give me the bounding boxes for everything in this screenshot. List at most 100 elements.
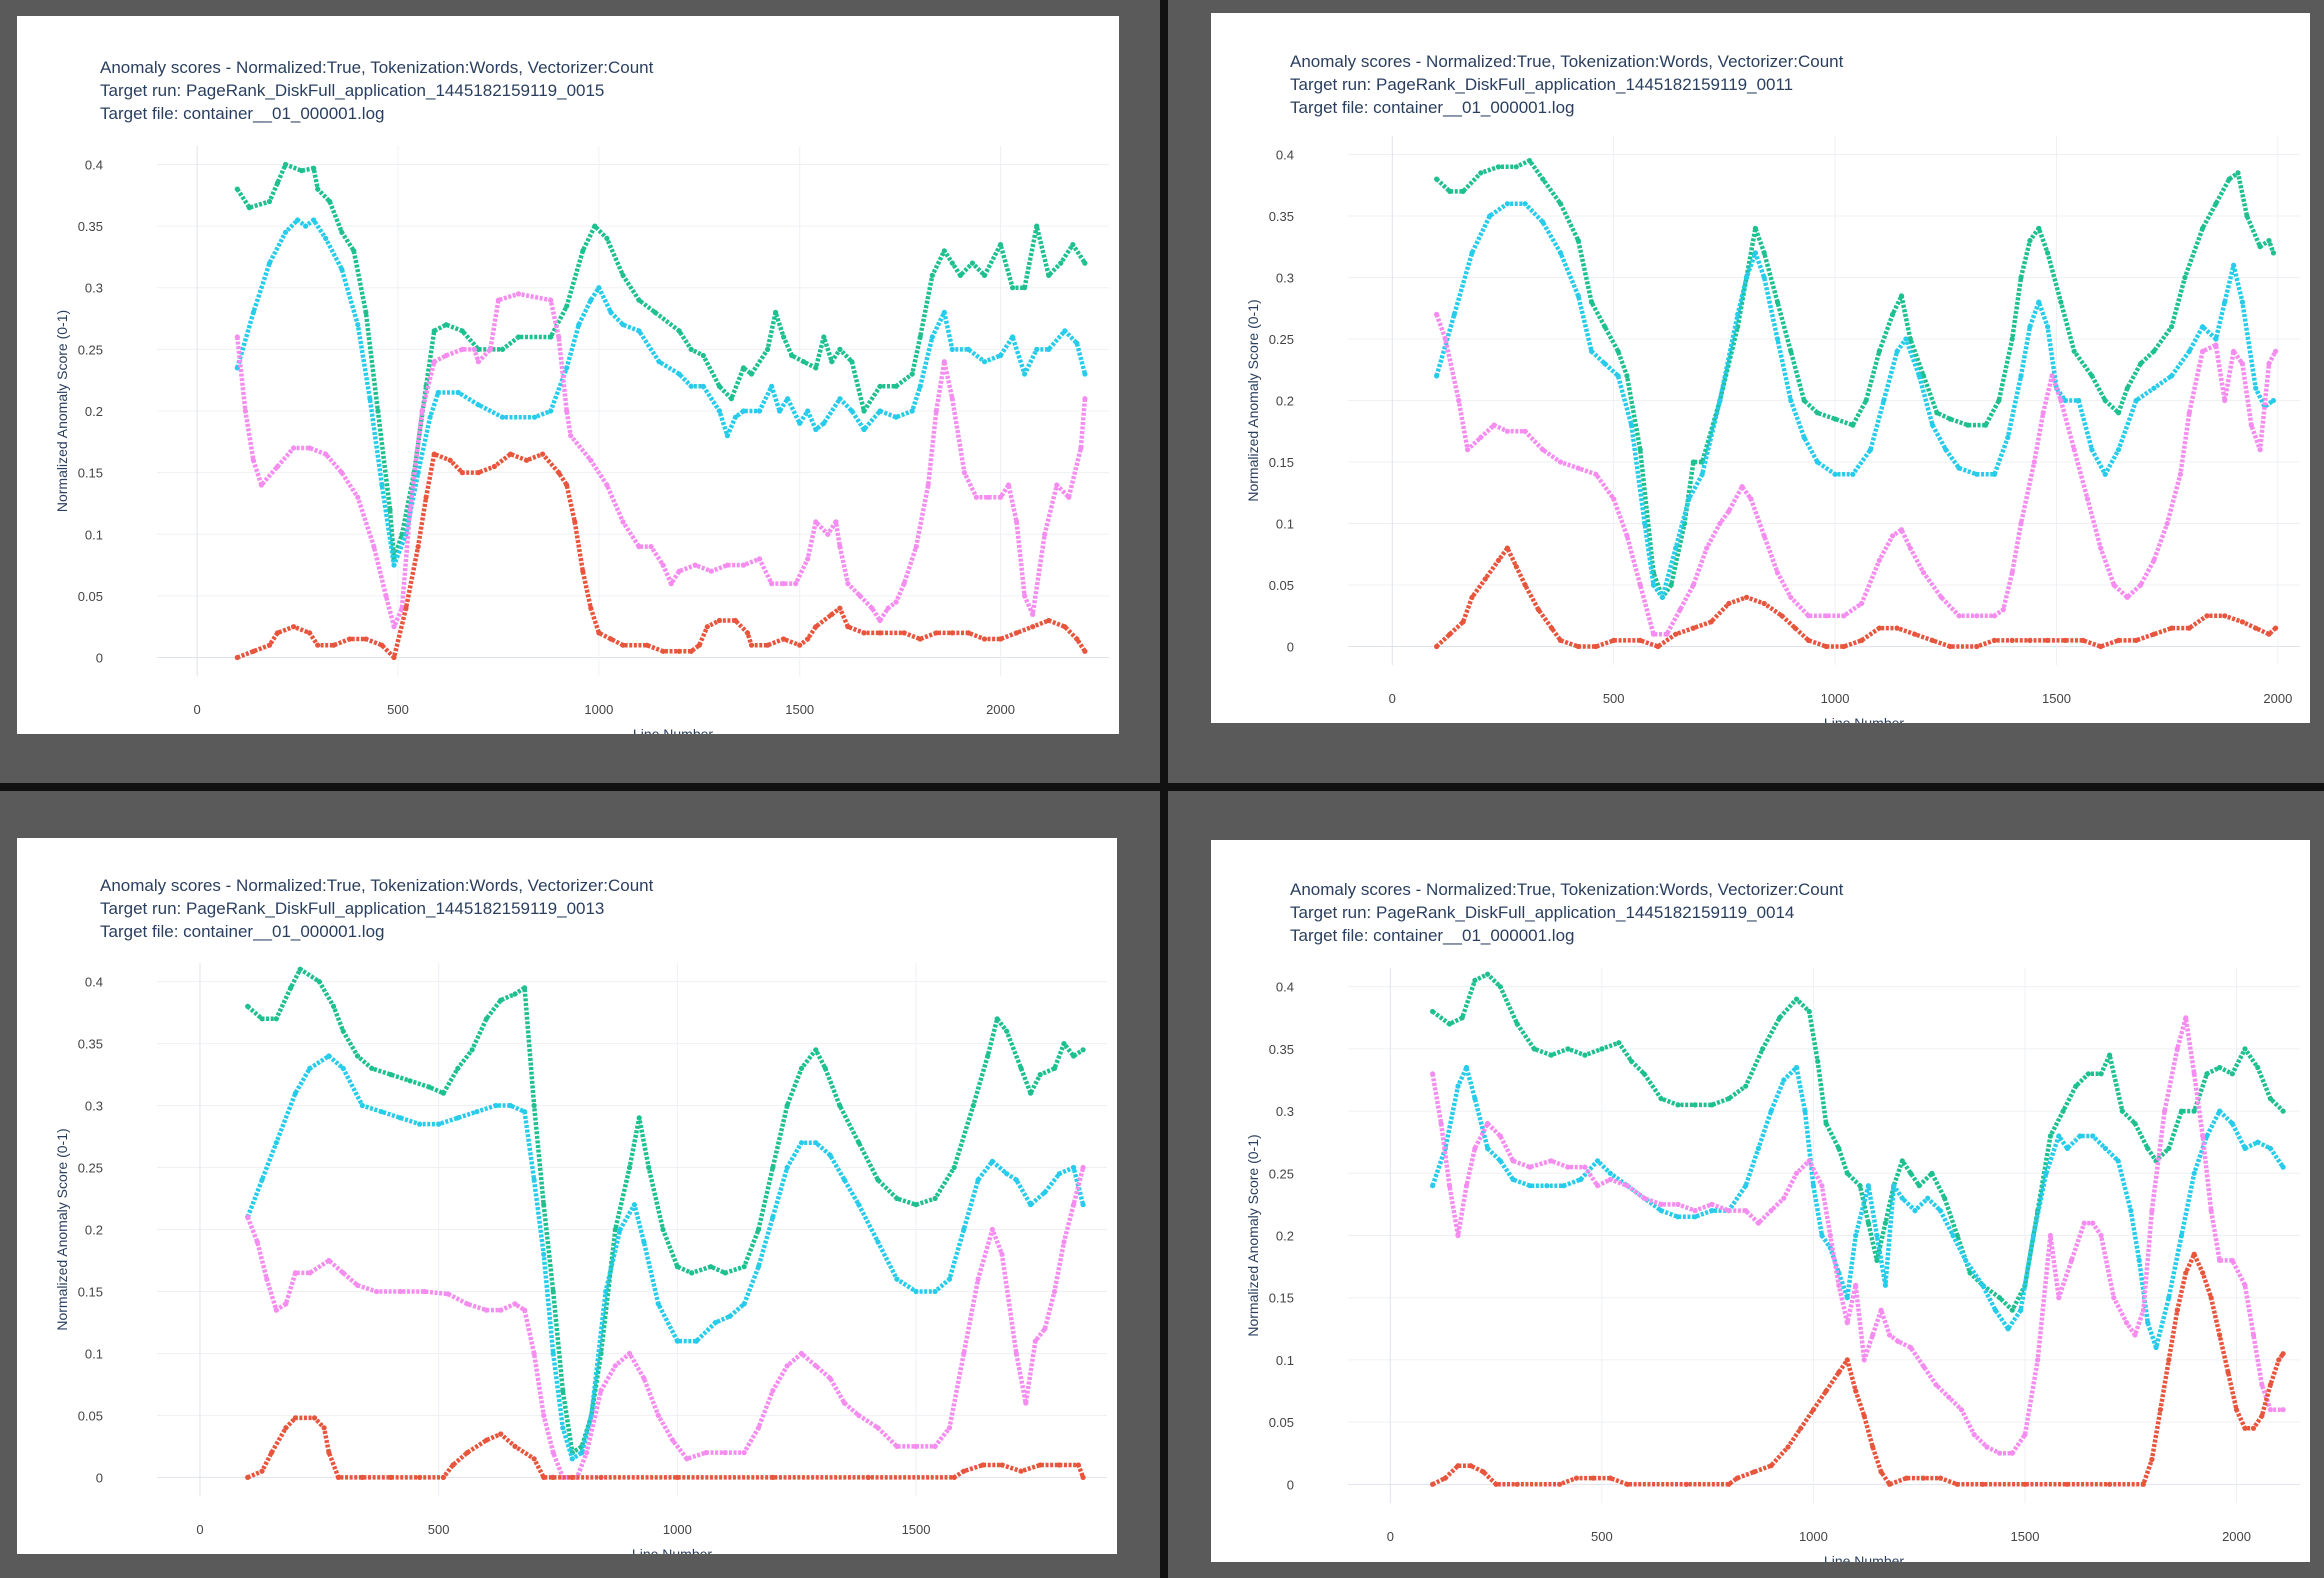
data-point — [1686, 496, 1692, 502]
data-point — [2124, 594, 2130, 600]
data-point — [789, 352, 795, 359]
data-point — [656, 359, 662, 365]
x-tick-label: 0 — [1389, 691, 1396, 706]
data-point — [652, 309, 658, 315]
data-point — [2060, 1108, 2066, 1114]
data-point — [997, 636, 1004, 642]
data-point — [440, 1474, 446, 1480]
data-point — [894, 1195, 900, 1202]
data-point — [415, 544, 421, 550]
data-point — [2186, 348, 2192, 354]
data-point — [1438, 1120, 1444, 1127]
data-point — [997, 494, 1004, 500]
data-point — [2169, 324, 2175, 330]
data-point — [2231, 348, 2237, 354]
data-point — [1082, 648, 1088, 654]
x-axis-label: Line Number — [632, 1546, 712, 1554]
data-point — [2056, 1133, 2062, 1139]
data-point — [1434, 373, 1440, 379]
data-point — [1916, 373, 1922, 379]
data-point — [1726, 1481, 1732, 1487]
data-point — [522, 1307, 528, 1313]
data-point — [351, 248, 357, 254]
data-point — [1692, 1208, 1698, 1214]
data-point — [1460, 619, 1466, 625]
data-point — [315, 642, 321, 648]
data-point — [1814, 410, 1820, 416]
chart-svg: 0 0.05 0.1 0.15 0.2 0.25 0.3 0.35 0.4 0 500 1000 150… — [54, 963, 1107, 1554]
data-point — [1582, 1052, 1588, 1058]
data-point — [1836, 1145, 1842, 1151]
series-red — [1434, 545, 2279, 650]
data-point — [1963, 1257, 1969, 1263]
data-point — [464, 1301, 470, 1307]
data-point — [2242, 1046, 2248, 1052]
data-point — [932, 1443, 938, 1449]
data-point — [856, 1202, 862, 1208]
series-line — [245, 1053, 1086, 1462]
data-point — [627, 1350, 633, 1357]
data-point — [1761, 600, 1767, 607]
data-point — [1793, 1170, 1800, 1176]
data-point — [2213, 201, 2219, 207]
data-point — [813, 1140, 819, 1146]
data-point — [821, 334, 827, 340]
x-tick-label: 1500 — [902, 1522, 931, 1537]
data-point — [693, 1338, 700, 1344]
data-point — [856, 1140, 862, 1146]
data-point — [1588, 299, 1595, 305]
data-point — [674, 1474, 681, 1480]
data-point — [1899, 1195, 1905, 1201]
data-point — [1823, 613, 1829, 619]
data-point — [1010, 334, 1016, 340]
data-point — [1937, 1208, 1943, 1214]
data-point — [1768, 1108, 1774, 1114]
y-tick-label: 0.2 — [85, 1223, 103, 1238]
data-point — [770, 1388, 776, 1394]
data-point — [925, 482, 931, 488]
data-point — [1616, 1040, 1622, 1046]
data-point — [1650, 631, 1657, 637]
data-point — [1942, 1195, 1948, 1201]
data-point — [997, 242, 1004, 248]
data-point — [1557, 459, 1564, 465]
data-point — [845, 624, 851, 630]
data-point — [2089, 447, 2095, 453]
x-tick-label: 2000 — [986, 702, 1015, 717]
x-axis-label: Line Number — [1824, 1553, 1904, 1562]
data-point — [1659, 594, 1665, 600]
data-point — [455, 1115, 461, 1121]
data-point — [744, 630, 751, 636]
data-point — [2058, 299, 2064, 305]
chart-svg: 0 0.05 0.1 0.15 0.2 0.25 0.3 0.35 0.4 0 500 1000 150… — [54, 146, 1109, 734]
data-point — [1870, 1444, 1876, 1450]
data-point — [1561, 1183, 1567, 1189]
data-point — [837, 396, 843, 402]
data-point — [1903, 336, 1909, 342]
chart-title-line-2: Target run: PageRank_DiskFull_applicatio… — [1290, 75, 1794, 94]
data-point — [1611, 637, 1617, 644]
data-point — [1051, 1065, 1058, 1071]
data-point — [1034, 346, 1040, 352]
data-point — [660, 1226, 666, 1233]
data-point — [383, 593, 389, 599]
data-point — [636, 297, 642, 303]
data-point — [2255, 1064, 2261, 1071]
data-point — [1781, 1195, 1787, 1201]
data-point — [1430, 1183, 1436, 1189]
data-point — [770, 1164, 776, 1171]
data-point — [2036, 299, 2042, 305]
data-point — [1540, 219, 1546, 225]
data-point — [1774, 336, 1781, 342]
data-point — [1781, 1077, 1787, 1083]
data-point — [1675, 1214, 1681, 1220]
x-tick-label: 500 — [428, 1522, 450, 1537]
data-point — [875, 1177, 881, 1183]
data-point — [2085, 1071, 2091, 1077]
data-point — [2080, 637, 2086, 644]
data-point — [234, 334, 240, 340]
data-point — [1074, 340, 1080, 346]
data-point — [2267, 1407, 2273, 1413]
x-tick-label: 1500 — [785, 702, 814, 717]
data-point — [1844, 1295, 1850, 1301]
